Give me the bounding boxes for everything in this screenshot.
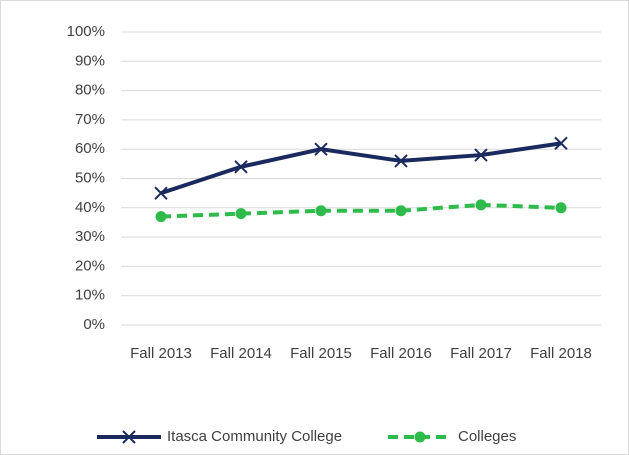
- y-tick-label: 40%: [75, 199, 105, 216]
- y-tick-label: 20%: [75, 257, 105, 274]
- x-tick-label: Fall 2018: [530, 345, 592, 362]
- x-tick-label: Fall 2016: [370, 345, 432, 362]
- marker: [474, 148, 488, 162]
- legend-marker: [122, 430, 136, 444]
- legend-marker: [414, 431, 426, 443]
- y-tick-label: 90%: [75, 52, 105, 69]
- marker: [555, 202, 567, 214]
- marker: [154, 186, 168, 200]
- marker: [234, 160, 248, 174]
- legend-label: Colleges: [458, 428, 516, 445]
- marker: [395, 205, 407, 217]
- series-line: [160, 141, 562, 196]
- y-tick-label: 100%: [67, 23, 105, 40]
- y-tick-label: 70%: [75, 111, 105, 128]
- legend-label: Itasca Community College: [167, 428, 342, 445]
- series-line: [160, 202, 562, 219]
- marker: [315, 205, 327, 217]
- marker: [155, 211, 167, 223]
- x-tick-label: Fall 2013: [130, 345, 192, 362]
- x-tick-label: Fall 2017: [450, 345, 512, 362]
- marker: [314, 142, 328, 156]
- y-tick-label: 50%: [75, 169, 105, 186]
- marker: [554, 136, 568, 151]
- y-tick-label: 30%: [75, 228, 105, 245]
- y-tick-label: 10%: [75, 287, 105, 304]
- y-tick-label: 60%: [75, 140, 105, 157]
- marker: [394, 154, 408, 168]
- y-tick-label: 0%: [83, 316, 105, 333]
- x-tick-label: Fall 2015: [290, 345, 352, 362]
- y-tick-label: 80%: [75, 82, 105, 99]
- x-tick-label: Fall 2014: [210, 345, 272, 362]
- marker: [235, 208, 247, 220]
- marker: [475, 199, 487, 211]
